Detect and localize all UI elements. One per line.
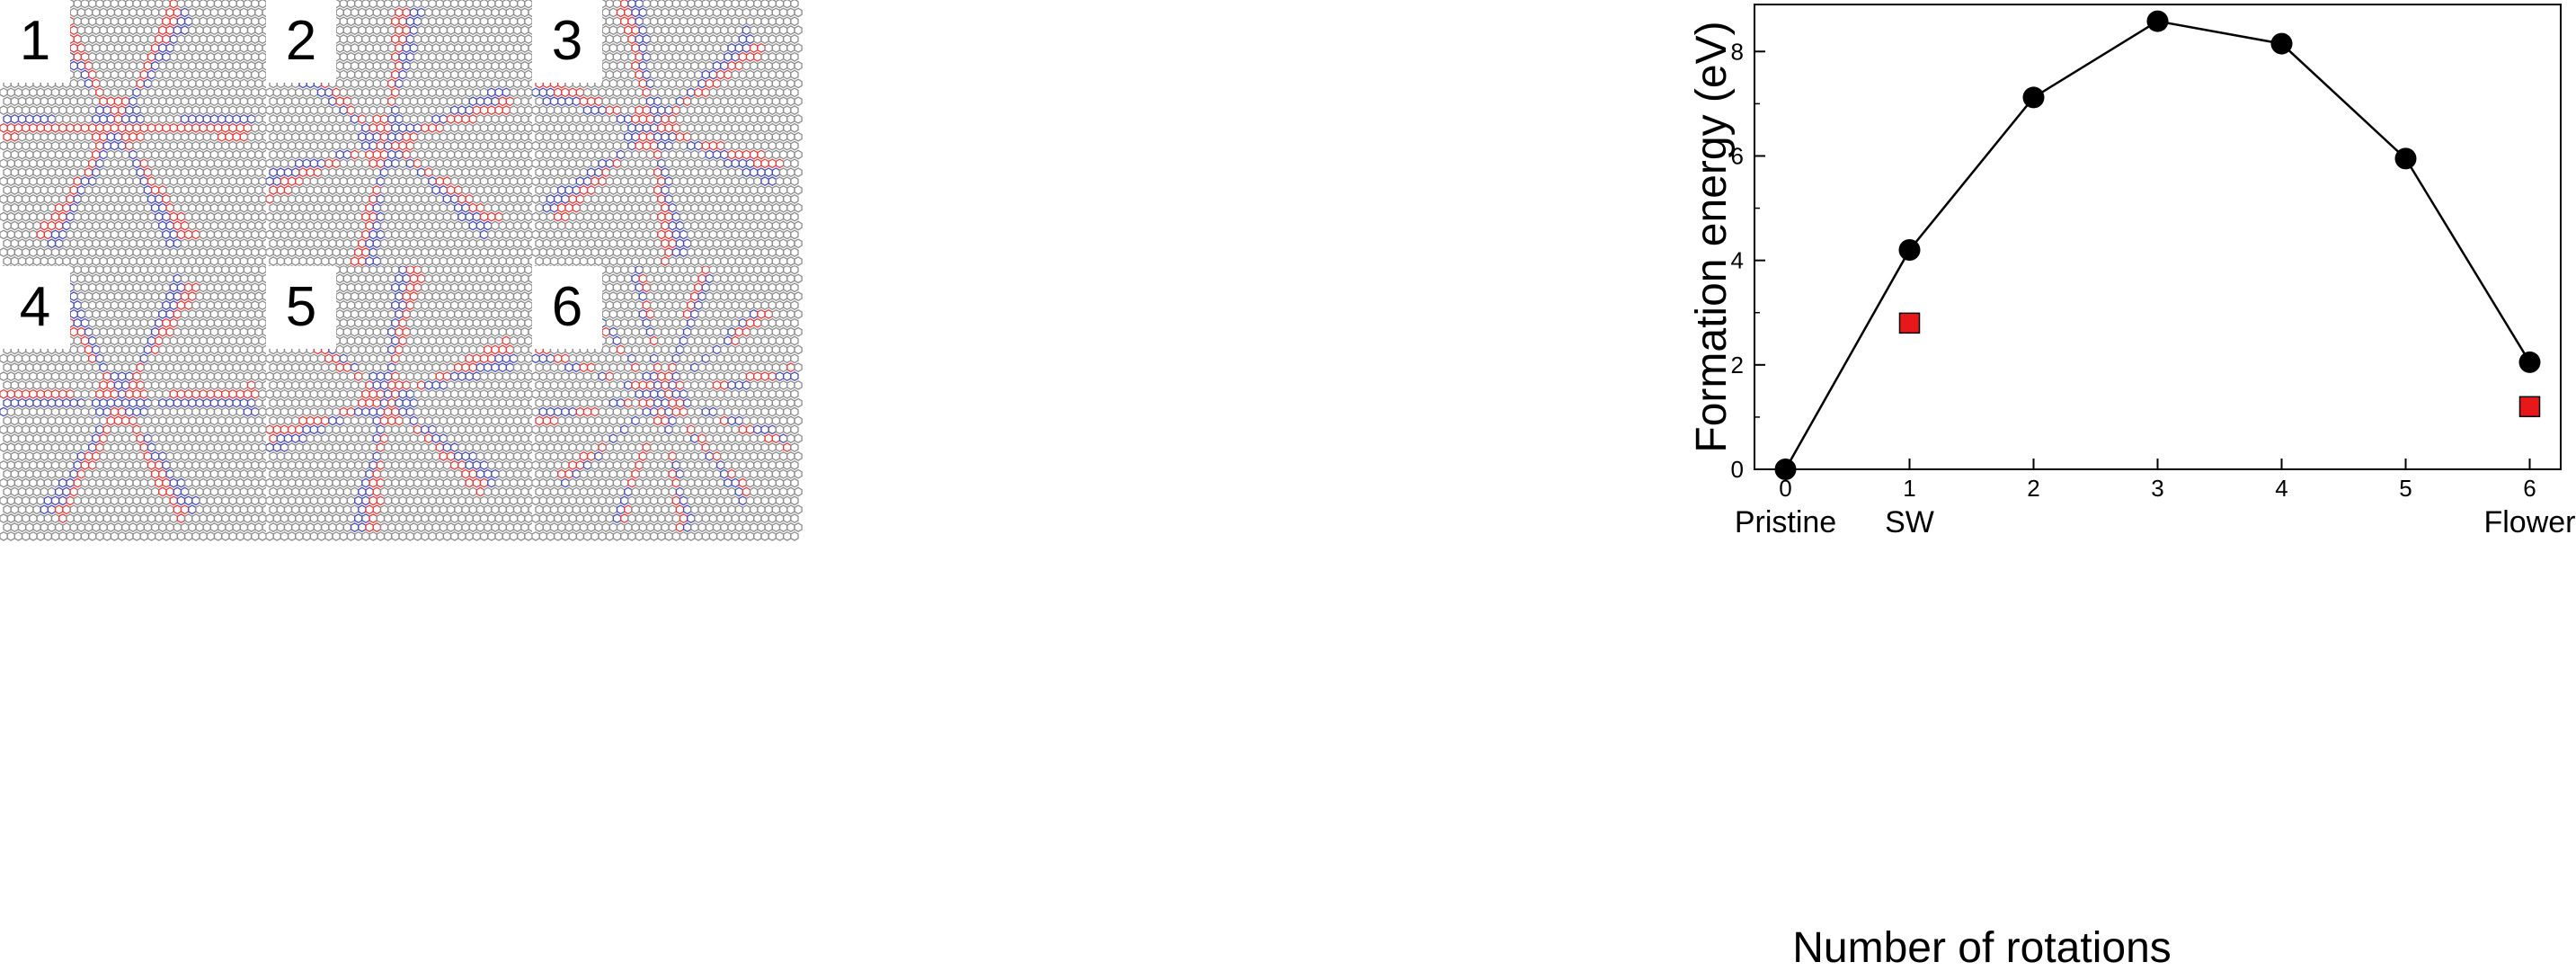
plot-axes: 0 2 4 6 8 0 Pristine 1 SW 2 3 4 5 6 Flower: [1731, 4, 2576, 539]
series-line: [1784, 20, 2531, 470]
x-tick-label: 3: [2151, 475, 2163, 502]
y-tick-label: 2: [1731, 352, 1744, 379]
data-point-circle: [2270, 32, 2293, 55]
strain-map-panel-6: 6: [532, 266, 999, 734]
x-tick-label: 6: [2523, 475, 2536, 502]
panel-label: 1: [0, 0, 70, 83]
graphene-lattice-map: [266, 0, 537, 275]
data-point-circle: [2518, 351, 2541, 373]
graphene-lattice-map: [266, 266, 537, 541]
data-point-circle: [1898, 239, 1921, 262]
graphene-lattice-map: [532, 0, 803, 275]
panel-label: 4: [0, 266, 70, 349]
plot-frame: [1754, 4, 2562, 470]
x-category-label: Flower: [2483, 505, 2575, 539]
data-point-circle: [1774, 459, 1797, 480]
panel-label: 3: [532, 0, 602, 83]
x-tick-label: 2: [2027, 475, 2039, 502]
plot-marks: [1774, 10, 2541, 480]
panel-label: 2: [266, 0, 336, 83]
y-axis-label: Formation energy (eV): [1688, 21, 1736, 452]
panel-label: 6: [532, 266, 602, 349]
formation-energy-chart: 0 2 4 6 8 0 Pristine 1 SW 2 3 4 5 6 Flower Number of r…: [1688, 4, 2576, 971]
data-point-square: [1898, 312, 1921, 334]
y-tick-label: 4: [1731, 247, 1744, 274]
x-category-label: SW: [1885, 505, 1934, 539]
panel-label: 5: [266, 266, 336, 349]
y-tick-label: 0: [1731, 456, 1744, 483]
data-point-circle: [2022, 86, 2045, 109]
y-tick-label: 8: [1731, 38, 1744, 65]
x-tick-label: 5: [2399, 475, 2412, 502]
x-tick-label: 0: [1779, 475, 1791, 502]
x-category-label: Pristine: [1735, 505, 1836, 539]
graphene-lattice-map: [532, 266, 803, 541]
y-tick-label: 6: [1731, 142, 1744, 169]
data-point-circle: [2394, 147, 2417, 170]
x-tick-label: 1: [1903, 475, 1915, 502]
data-point-square: [2518, 396, 2541, 418]
x-tick-label: 4: [2275, 475, 2287, 502]
data-point-circle: [2146, 10, 2169, 32]
strain-map-panels: 1 2 3 4 5 6: [0, 0, 999, 734]
graphene-lattice-map: [0, 0, 271, 275]
x-axis-label: Number of rotations: [1792, 924, 2172, 971]
